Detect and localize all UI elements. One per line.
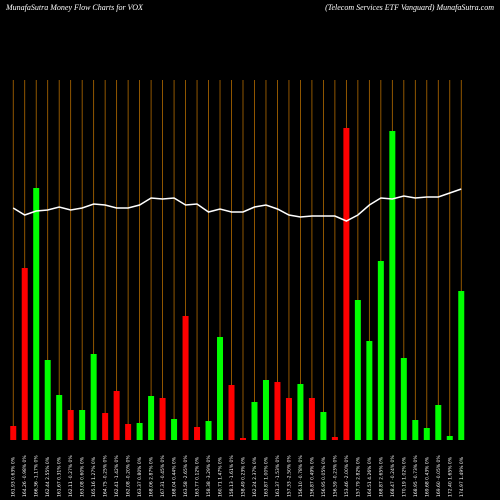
bar: [320, 412, 327, 440]
bar: [412, 420, 419, 440]
bar: [446, 436, 453, 440]
x-tick-label: 158.38 -3.29% 0%: [206, 455, 212, 497]
chart-subtitle: (Telecom Services ETF Vanguard) MunafaSu…: [325, 3, 494, 12]
bar: [262, 380, 269, 440]
x-tick-label: 161.93 0.63% 0%: [11, 456, 17, 497]
bar: [33, 188, 40, 440]
x-tick-label: 168.47 -0.24% 0%: [390, 455, 396, 497]
x-tick-label: 162.44 2.55% 0%: [45, 456, 51, 497]
x-tick-label: 162.08 -0.20% 0%: [126, 455, 132, 497]
bar: [159, 398, 166, 440]
x-tick-label: 162.11 -0.27% 0%: [68, 455, 74, 497]
bar: [251, 402, 258, 440]
bar: [400, 358, 407, 440]
bar: [79, 410, 86, 440]
bar: [182, 316, 189, 440]
bar: [217, 337, 224, 440]
x-tick-label: 165.16 1.27% 0%: [91, 456, 97, 497]
bar: [136, 423, 143, 440]
bar: [274, 382, 281, 440]
bar: [228, 385, 235, 440]
x-tick-label: 160.71 1.47% 0%: [218, 456, 224, 497]
x-tick-label: 163.08 0.60% 0%: [80, 456, 86, 497]
bar: [354, 300, 361, 440]
bar: [102, 413, 109, 440]
x-tick-label: 168.06 2.87% 0%: [149, 456, 155, 497]
bar: [308, 398, 315, 440]
x-tick-label: 164.51 4.26% 0%: [367, 456, 373, 497]
money-flow-line: [12, 188, 462, 222]
x-tick-label: 156.87 0.49% 0%: [309, 456, 315, 497]
bar: [239, 438, 246, 440]
bar: [171, 419, 178, 440]
bar: [205, 421, 212, 440]
bar: [343, 128, 350, 440]
bar: [125, 424, 132, 440]
x-tick-label: 162.24 2.37% 0%: [252, 456, 258, 497]
bar: [366, 341, 373, 440]
x-tick-label: 163.77 0.12% 0%: [195, 456, 201, 497]
x-tick-label: 169.68 0.43% 0%: [424, 456, 430, 497]
bar: [458, 291, 465, 440]
chart-title: MunafaSutra Money Flow Charts for VOX: [5, 3, 144, 12]
bar: [194, 427, 201, 440]
bar: [285, 398, 292, 440]
x-tick-label: 153.46 -2.00% 0%: [344, 455, 350, 497]
x-tick-label: 167.31 -0.45% 0%: [160, 455, 166, 497]
x-tick-label: 166.36 -1.17% 0%: [34, 455, 40, 497]
x-tick-label: 163.87 1.00% 0%: [263, 456, 269, 497]
bar: [331, 437, 338, 440]
bar: [44, 360, 51, 440]
x-tick-label: 158.13 -1.61% 0%: [229, 455, 235, 497]
x-tick-label: 163.37 0.80% 0%: [137, 456, 143, 497]
bar: [423, 428, 430, 440]
x-tick-label: 157.33 -2.50% 0%: [286, 455, 292, 497]
x-tick-label: 164.26 -0.98% 0%: [22, 455, 28, 497]
x-tick-label: 156.59 -0.23% 0%: [332, 455, 338, 497]
bar: [90, 354, 97, 440]
x-tick-label: 161.37 -1.53% 0%: [275, 455, 281, 497]
bar: [10, 426, 17, 440]
x-tick-label: 168.87 2.65% 0%: [378, 456, 384, 497]
x-tick-label: 156.95 0.05% 0%: [321, 456, 327, 497]
x-tick-label: 172.40 1.65% 0%: [447, 456, 453, 497]
x-tick-label: 164.75 -0.25% 0%: [103, 455, 109, 497]
x-tick-label: 168.04 0.44% 0%: [172, 456, 178, 497]
bar: [389, 131, 396, 440]
x-tick-label: 169.60 -0.05% 0%: [436, 455, 442, 497]
x-tick-label: 161.67 0.31% 0%: [57, 456, 63, 497]
bar: [21, 268, 28, 440]
x-tick-label: 156.10 -0.78% 0%: [298, 455, 304, 497]
bar: [56, 395, 63, 440]
x-tick-label: 162.41 -1.42% 0%: [114, 455, 120, 497]
bar: [67, 410, 74, 440]
bar: [297, 384, 304, 440]
bar: [148, 396, 155, 440]
x-tick-label: 163.58 -2.65% 0%: [183, 455, 189, 497]
x-tick-label: 168.95 -0.73% 0%: [413, 455, 419, 497]
x-tick-label: 158.49 0.23% 0%: [240, 456, 246, 497]
bar: [435, 405, 442, 440]
bar: [377, 261, 384, 440]
x-tick-label: 157.79 2.82% 0%: [355, 456, 361, 497]
x-tick-label: 174.97 1.49% 0%: [459, 456, 465, 497]
x-tick-label: 170.19 1.02% 0%: [401, 456, 407, 497]
bar: [113, 391, 120, 440]
